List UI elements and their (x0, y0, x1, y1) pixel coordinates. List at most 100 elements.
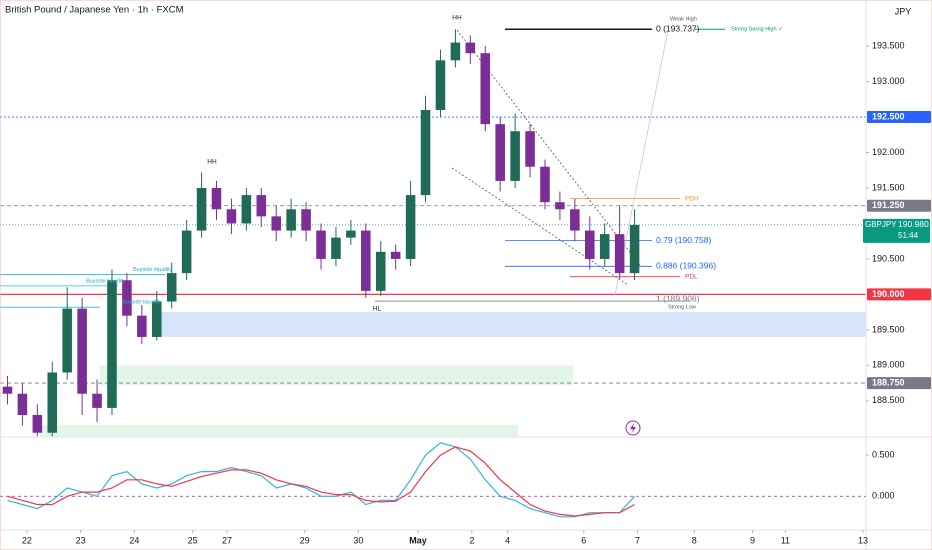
structure-label: HH (452, 15, 462, 22)
last-price-label: 190.980 (898, 219, 929, 229)
y-tick-label: 193.000 (872, 76, 905, 86)
candle-body (196, 187, 207, 231)
candle-body (92, 393, 102, 408)
candle-body (256, 195, 267, 217)
candle-body (599, 234, 610, 259)
x-tick-label: 7 (635, 535, 640, 545)
candle-body (629, 224, 640, 274)
swing-label: Strong Swing High ✓ (731, 26, 783, 32)
chart-title: British Pound / Japanese Yen · 1h · FXCM (5, 5, 184, 16)
candle-body (420, 109, 431, 196)
candle-body (555, 202, 565, 210)
candle-body (450, 42, 461, 61)
candle-body (465, 42, 476, 54)
liquidity-label: Buyside liquidity (122, 300, 162, 306)
candle-body (540, 166, 550, 203)
x-tick-label: 29 (300, 535, 310, 545)
fib-label: 0 (193.737) (656, 24, 700, 34)
x-tick-label: 30 (353, 535, 363, 545)
candle-body (77, 308, 87, 394)
swing-label: Strong Low (668, 304, 696, 310)
level-label-bg (867, 288, 931, 301)
symbol-label: GBPJPY (865, 220, 897, 229)
osc-tick-label: 0.500 (872, 449, 895, 459)
x-tick-label: 24 (129, 535, 139, 545)
x-tick-label: 25 (188, 535, 198, 545)
candle-body (316, 230, 326, 259)
candle-body (17, 393, 28, 416)
candle-body (361, 230, 371, 291)
candle-body (331, 237, 341, 259)
x-tick-label: 9 (750, 535, 755, 545)
x-tick-label: 2 (469, 535, 474, 545)
x-tick-label: 4 (505, 535, 510, 545)
candle-body (346, 230, 356, 238)
osc-tick-label: 0.000 (872, 491, 895, 501)
x-tick-label: 22 (22, 535, 32, 545)
fib-label: 0.886 (190.396) (656, 261, 716, 271)
currency-label: JPY (895, 6, 912, 16)
fib-label: 1 (189.906) (656, 293, 700, 303)
candle-body (151, 301, 162, 337)
candle-body (122, 280, 132, 316)
zone (155, 312, 866, 337)
candle-body (271, 216, 282, 231)
candle-body (181, 230, 192, 274)
y-tick-label: 189.000 (872, 360, 905, 370)
candle-body (435, 60, 446, 110)
structure-label: HL (373, 306, 382, 313)
alert-bolt (630, 423, 636, 433)
y-tick-label: 189.500 (872, 324, 905, 334)
x-tick-label: 6 (581, 535, 586, 545)
level-label: 188.750 (872, 377, 905, 387)
candle-body (32, 415, 43, 433)
candle-body (2, 386, 13, 394)
y-tick-label: 192.000 (872, 147, 905, 157)
candle-body (211, 187, 222, 210)
level-label-bg (867, 377, 931, 390)
structure-label: HH (207, 159, 217, 166)
x-tick-label: 23 (76, 535, 86, 545)
candle-body (584, 230, 595, 259)
session-label: PDL (685, 273, 698, 280)
candle-body (286, 209, 296, 231)
x-tick-label: May (409, 535, 427, 545)
osc-line (7, 442, 636, 518)
x-tick-label: 27 (222, 535, 232, 545)
liquidity-label: Buyside liquidity (133, 267, 173, 273)
swing-label: Weak High (670, 16, 697, 22)
x-tick-label: 13 (858, 535, 868, 545)
candle-body (570, 209, 580, 231)
countdown: 51:44 (898, 231, 919, 240)
y-tick-label: 193.500 (872, 40, 905, 50)
candle-body (390, 251, 401, 259)
trend-line (451, 167, 629, 286)
level-label: 192.500 (872, 111, 905, 121)
candle-body (241, 195, 252, 224)
candle-body (480, 53, 491, 125)
x-tick-label: 11 (781, 535, 790, 545)
y-tick-label: 191.500 (872, 182, 905, 192)
level-label: 190.000 (872, 289, 905, 299)
liquidity-label: Buyside liquidity (86, 278, 126, 284)
candle-body (375, 251, 386, 291)
y-tick-label: 188.500 (872, 395, 905, 405)
candle-body (166, 273, 177, 302)
candle-body (525, 131, 535, 167)
candle-body (137, 315, 147, 337)
candle-body (62, 308, 72, 373)
candle-body (614, 234, 625, 274)
osc-line (7, 446, 635, 517)
candle-body (226, 209, 237, 224)
candle-body (107, 280, 117, 408)
candle-body (301, 209, 311, 231)
level-label-bg (867, 199, 931, 212)
x-tick-label: 8 (692, 535, 697, 545)
zone (100, 365, 573, 386)
level-label-bg (867, 111, 931, 124)
candle-body (495, 124, 505, 181)
session-label: PDH (685, 195, 699, 202)
candle-body (405, 195, 416, 259)
